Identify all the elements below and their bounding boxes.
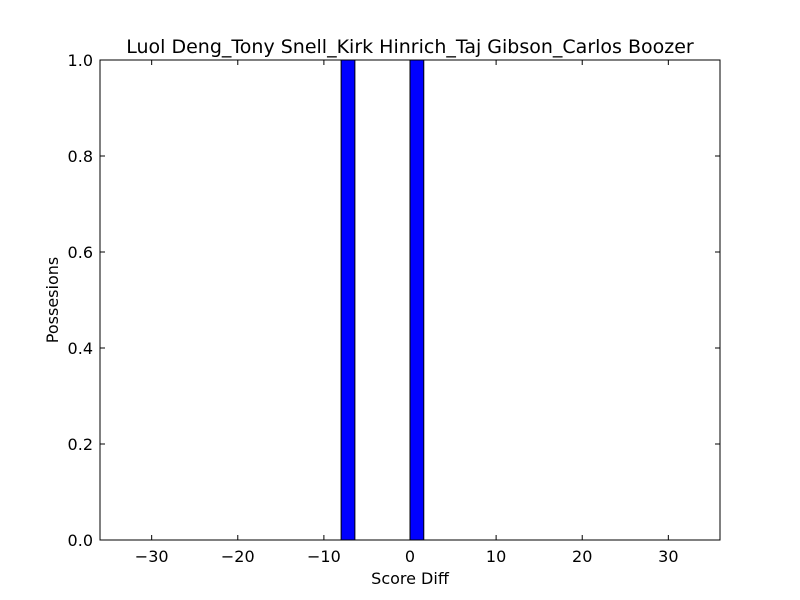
y-tick-label: 1.0 <box>68 51 93 70</box>
x-tick-label: 30 <box>658 547 678 566</box>
x-tick-label: 10 <box>486 547 506 566</box>
x-tick-label: −30 <box>135 547 169 566</box>
bar-1 <box>409 59 425 541</box>
bar-0 <box>340 59 356 541</box>
tick-labels-layer: −30 −20 −10 0 10 20 30 0.0 0.2 0.4 0.6 0.8 1.0 <box>68 51 679 566</box>
x-tick-label: 0 <box>405 547 415 566</box>
x-tick-label: −20 <box>221 547 255 566</box>
y-tick-label: 0.4 <box>68 339 93 358</box>
x-axis-title: Score Diff <box>371 569 450 588</box>
y-tick-label: 0.2 <box>68 435 93 454</box>
chart-title: Luol Deng_Tony Snell_Kirk Hinrich_Taj Gi… <box>126 36 694 58</box>
plot-frame <box>99 59 721 541</box>
x-tick-label: 20 <box>572 547 592 566</box>
y-tick-label: 0.6 <box>68 243 93 262</box>
y-tick-label: 0.8 <box>68 147 93 166</box>
y-axis-title: Possesions <box>43 257 62 343</box>
y-tick-label: 0.0 <box>68 531 93 550</box>
x-tick-label: −10 <box>307 547 341 566</box>
